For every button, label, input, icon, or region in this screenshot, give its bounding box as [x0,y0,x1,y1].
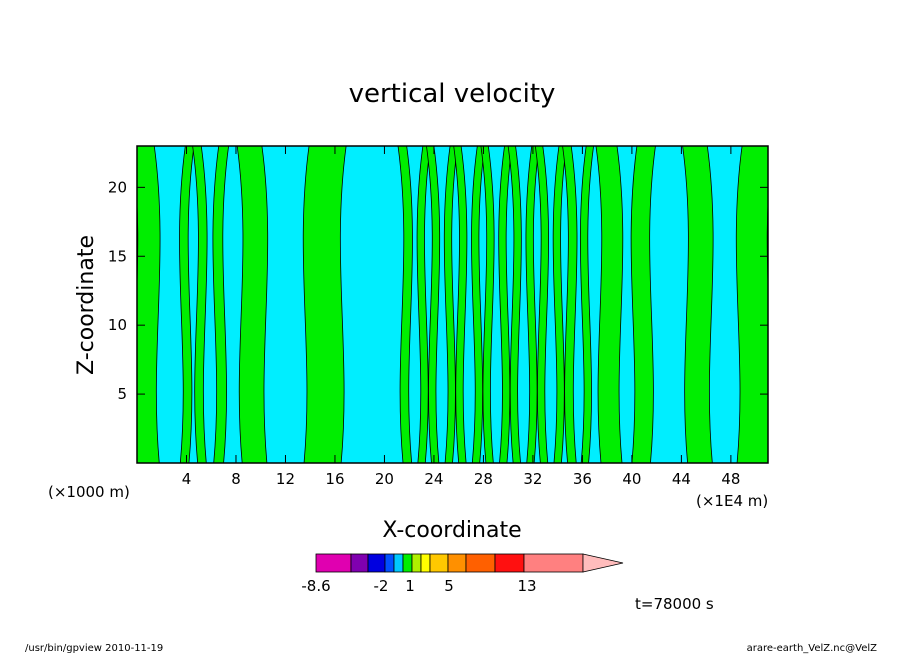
y-axis-label: Z-coordinate [74,235,99,375]
velocity-band [192,146,208,463]
x-tick-label: 20 [375,470,394,488]
velocity-band [552,146,567,463]
colorbar-tick-label: -2 [374,577,389,595]
footer-left: /usr/bin/gpview 2010-11-19 [25,643,163,654]
colorbar-swatch [420,553,431,573]
velocity-band [498,146,513,463]
chart-title: vertical velocity [349,79,556,109]
y-tick-label: 5 [117,385,127,403]
colorbar-swatch [429,553,449,573]
velocity-band [443,146,458,463]
velocity-band [507,146,522,463]
velocity-band [735,146,768,463]
y-axis-unit: (×1000 m) [48,483,130,501]
x-tick-label: 36 [573,470,592,488]
x-tick-label: 40 [622,470,641,488]
colorbar-swatch [411,553,422,573]
x-axis-label: X-coordinate [382,518,521,543]
colorbar-extension [582,553,624,573]
x-tick-label: 48 [721,470,740,488]
colorbar-swatch [315,553,352,573]
colorbar-tick-label: 1 [405,577,415,595]
y-tick-label: 20 [108,178,127,196]
footer-right: arare-earth_VelZ.nc@VelZ [747,643,878,654]
velocity-band [525,146,540,463]
velocity-band [682,146,714,463]
velocity-band [426,146,441,463]
velocity-band [179,146,195,463]
y-axis-ticks: 5 10 15 20 [108,178,768,403]
velocity-band [212,146,230,463]
plot-frame [136,145,769,464]
x-tick-label: 8 [231,470,241,488]
colorbar-swatch [384,553,395,573]
colorbar-tick-label: 13 [517,577,536,595]
velocity-band [534,146,549,463]
colorbar-tick-labels: -8.6 -2 1 5 13 [301,577,536,595]
x-tick-label: 4 [182,470,192,488]
velocity-band [630,146,656,463]
colorbar-swatch [465,553,496,573]
velocity-band [302,146,347,463]
velocity-band [562,146,578,463]
x-tick-label: 28 [474,470,493,488]
velocity-band [416,146,431,463]
velocity-band [453,146,468,463]
x-tick-label: 12 [276,470,295,488]
velocity-band [480,146,495,463]
velocity-field [137,146,768,463]
colorbar-swatch [447,553,467,573]
x-axis-unit: (×1E4 m) [696,492,768,510]
colorbar-swatch [367,553,386,573]
velocity-band [397,146,413,463]
colorbar-swatch [402,553,413,573]
velocity-band [236,146,269,463]
velocity-band [471,146,486,463]
colorbar-swatch [393,553,404,573]
colorbar-tick-label: 5 [444,577,454,595]
x-tick-label: 44 [672,470,691,488]
y-tick-label: 10 [108,316,127,334]
velocity-band [579,146,595,463]
velocity-band [137,146,161,463]
x-axis-ticks: 4 8 12 16 20 24 28 32 36 40 44 48 [182,146,740,488]
colorbar [315,553,624,573]
colorbar-swatch [494,553,525,573]
time-label: t=78000 s [635,595,714,613]
y-tick-label: 15 [108,247,127,265]
colorbar-swatch [523,553,584,573]
x-tick-label: 16 [325,470,344,488]
colorbar-swatch [350,553,369,573]
colorbar-tick-label: -8.6 [301,577,330,595]
x-tick-label: 24 [424,470,443,488]
x-tick-label: 32 [523,470,542,488]
velocity-band [595,146,624,463]
